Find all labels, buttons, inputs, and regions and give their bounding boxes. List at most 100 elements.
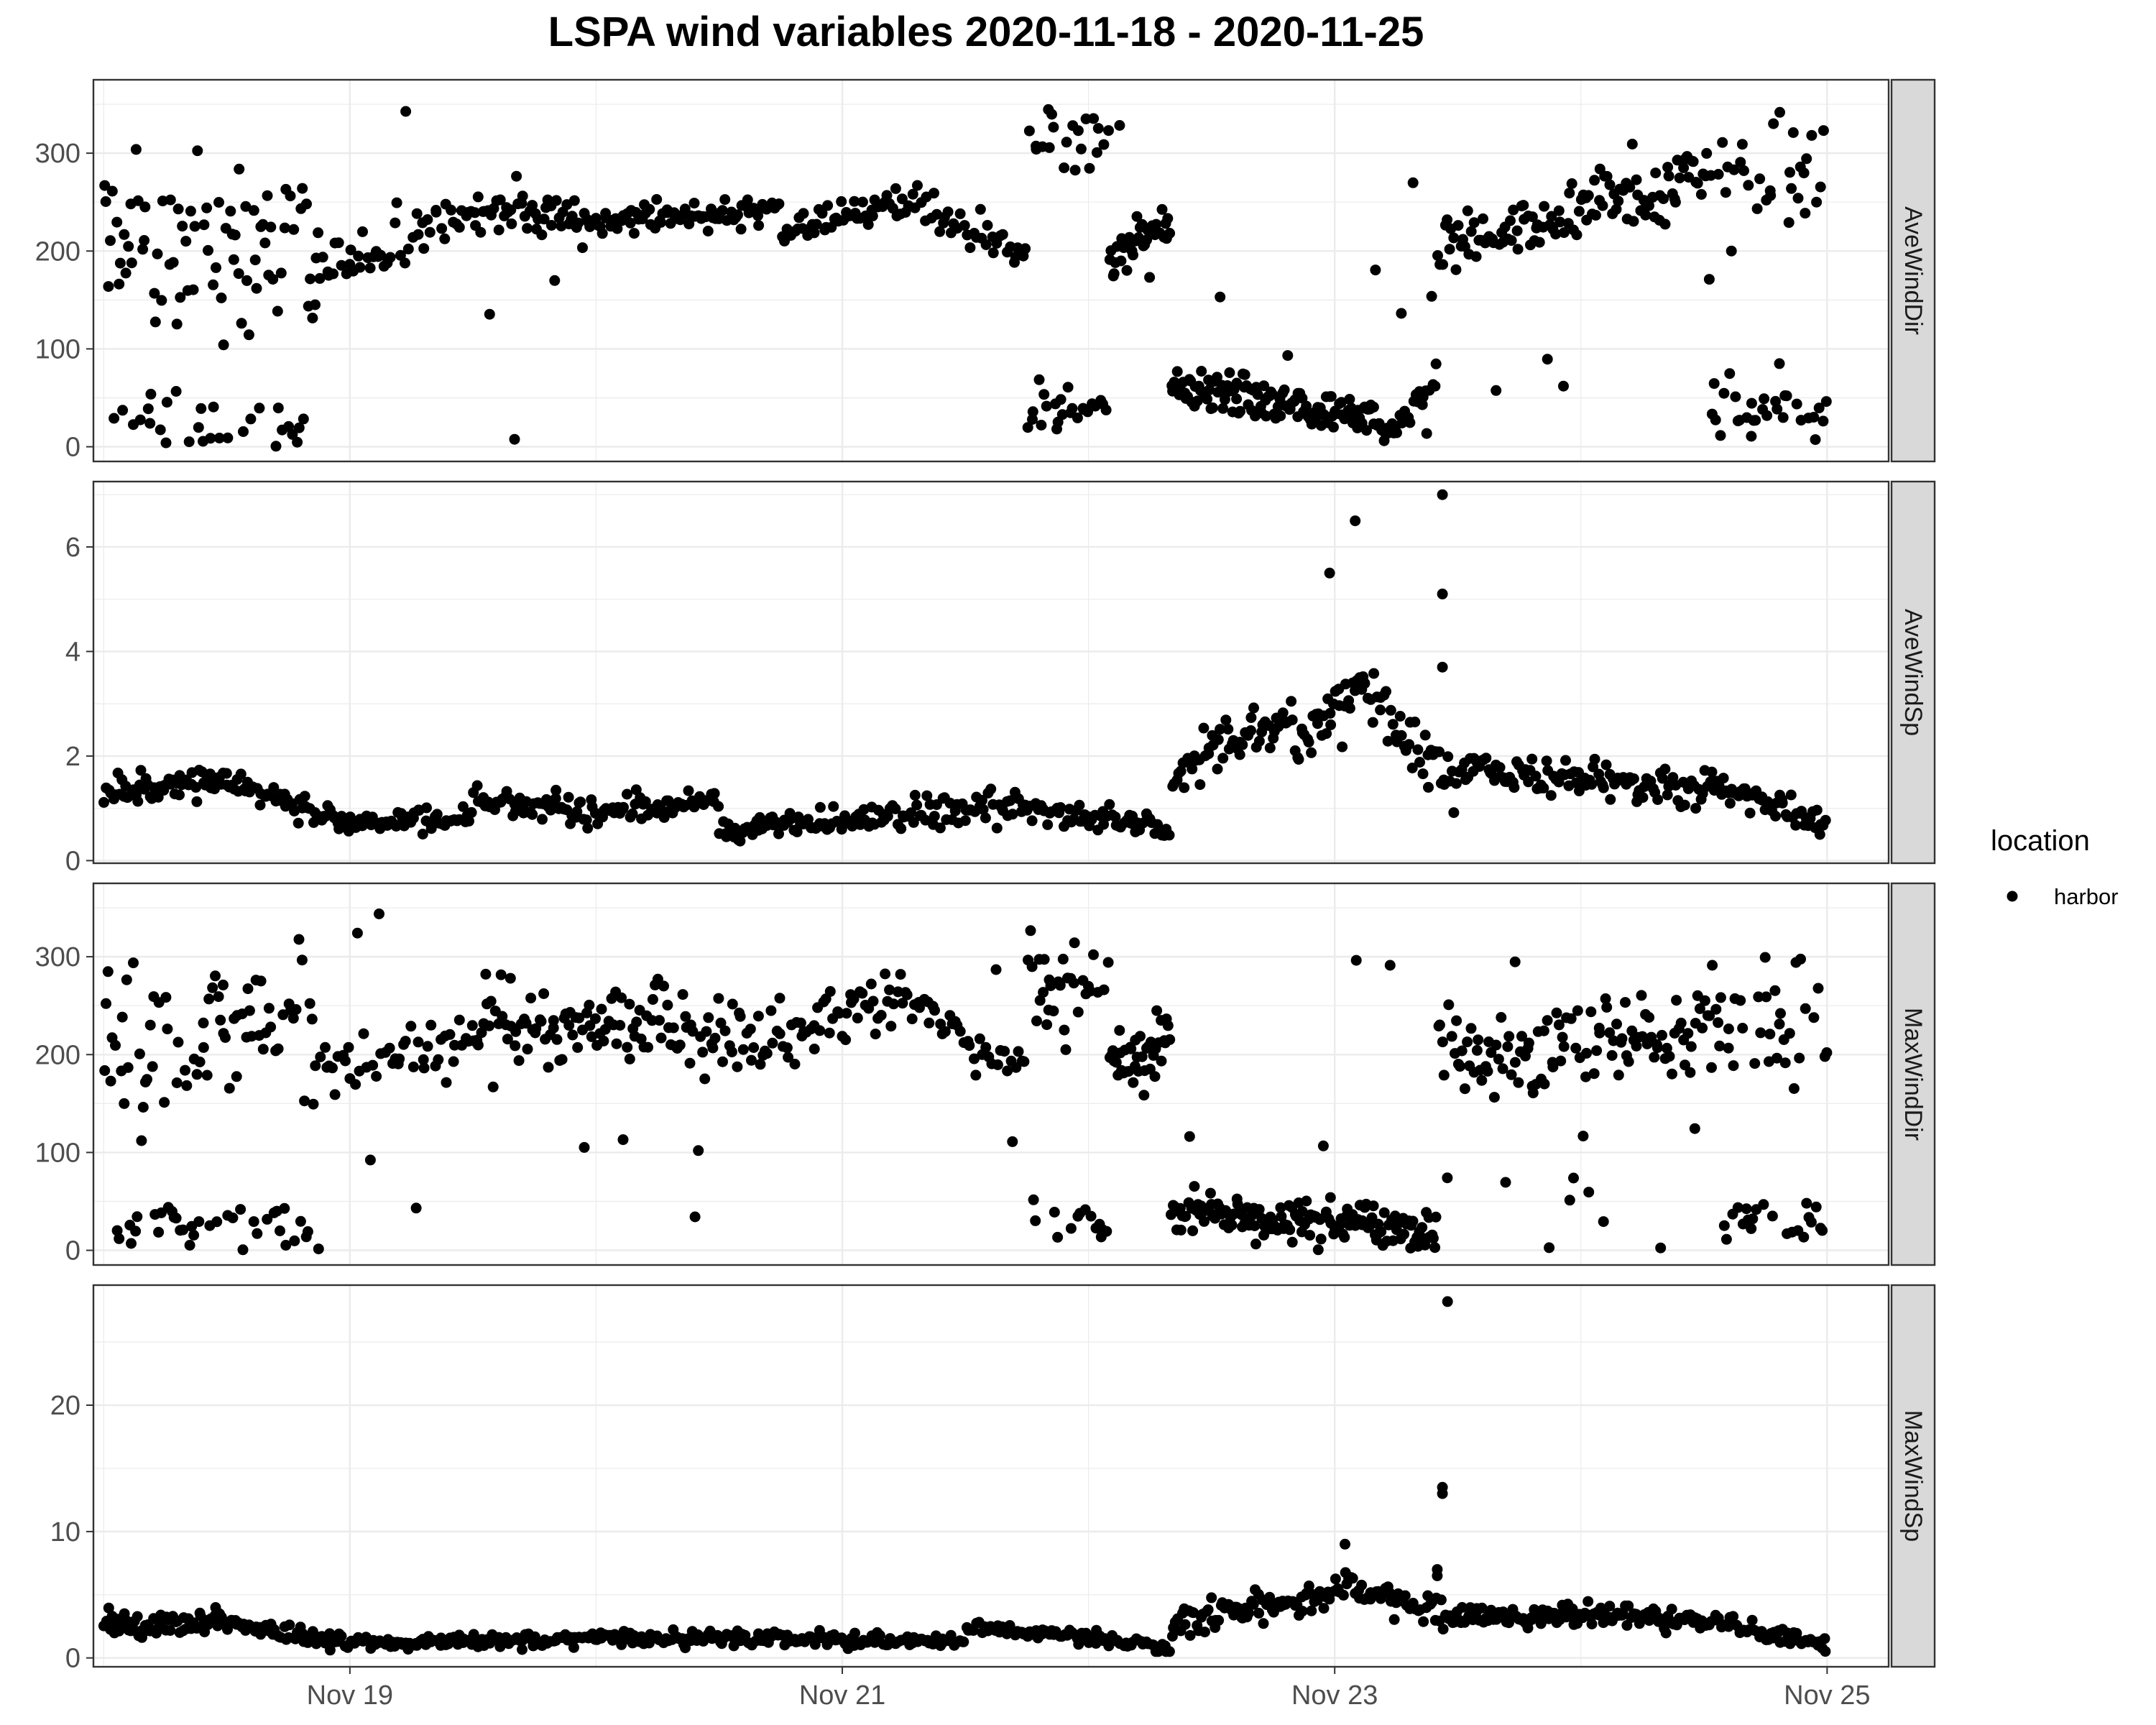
data-point [1028, 1194, 1039, 1205]
data-point [285, 190, 296, 202]
data-point [1432, 250, 1443, 261]
data-point [405, 1021, 417, 1032]
data-point [1437, 259, 1449, 270]
data-point [1500, 1177, 1511, 1188]
data-point [568, 1642, 579, 1653]
data-point [1306, 1605, 1317, 1616]
data-point [1738, 165, 1749, 176]
data-point [1036, 420, 1047, 431]
data-point [655, 216, 666, 228]
data-point [1798, 167, 1810, 179]
data-point [313, 227, 324, 239]
data-point [174, 789, 185, 801]
data-point [1754, 173, 1766, 185]
data-point [707, 1042, 719, 1054]
data-point [1286, 714, 1298, 726]
data-point [340, 1055, 351, 1067]
data-point [98, 796, 109, 808]
data-point [1819, 1633, 1830, 1644]
data-point [417, 829, 428, 840]
data-point [1747, 1213, 1759, 1225]
data-point [237, 1244, 249, 1256]
data-point [662, 999, 673, 1011]
data-point [975, 203, 986, 215]
data-point [1628, 773, 1639, 784]
data-point [224, 1082, 235, 1094]
y-tick-label: 2 [65, 742, 80, 772]
data-point [1812, 983, 1824, 994]
data-point [472, 1039, 484, 1051]
panel-border [92, 78, 1890, 463]
data-point [1041, 400, 1052, 412]
data-point [713, 801, 724, 812]
data-point [1541, 755, 1552, 767]
data-point [1234, 749, 1245, 760]
data-point [1522, 1622, 1534, 1634]
data-point [1505, 215, 1516, 226]
data-point [1085, 1210, 1097, 1222]
data-point [1723, 1042, 1734, 1054]
data-point [684, 1057, 696, 1069]
data-point [1601, 170, 1613, 182]
data-point [1685, 1041, 1697, 1052]
data-point [867, 995, 879, 1007]
data-point [1384, 1588, 1396, 1598]
data-point [954, 1026, 966, 1037]
data-point [193, 1216, 205, 1228]
data-point [1031, 1015, 1042, 1026]
data-point [706, 203, 717, 215]
data-point [193, 422, 204, 433]
data-point [1820, 1646, 1831, 1657]
data-point [1518, 200, 1529, 211]
data-point [991, 822, 1003, 834]
data-point [1761, 991, 1772, 1003]
data-point [218, 339, 229, 351]
data-point [1318, 409, 1330, 420]
data-point [1452, 220, 1464, 231]
data-point [617, 1134, 629, 1146]
data-point [1261, 410, 1272, 422]
data-point [1770, 811, 1781, 822]
data-point [1098, 139, 1110, 150]
data-point [407, 1061, 419, 1072]
data-point [1558, 380, 1569, 392]
data-point [418, 1054, 429, 1065]
data-point [121, 974, 132, 985]
data-point [1815, 181, 1826, 193]
data-point [1764, 1029, 1776, 1040]
data-point [1662, 162, 1674, 173]
data-point [795, 1017, 806, 1029]
data-point [709, 1032, 721, 1044]
data-point [1303, 1581, 1314, 1591]
data-point [1312, 718, 1323, 730]
data-point [290, 1004, 302, 1015]
data-point [1284, 1224, 1296, 1236]
data-point [563, 791, 574, 803]
data-point [390, 217, 401, 229]
data-point [1534, 236, 1545, 248]
data-point [1301, 1195, 1312, 1207]
data-point [1659, 763, 1671, 775]
data-point [1427, 1233, 1439, 1244]
data-point [178, 1224, 189, 1236]
x-tick-label: Nov 23 [1291, 1680, 1378, 1711]
data-point [183, 436, 195, 448]
data-point [364, 1154, 376, 1166]
data-point [1042, 819, 1054, 830]
data-point [188, 1230, 200, 1241]
data-point [745, 1024, 756, 1035]
data-point [1491, 1039, 1502, 1051]
data-point [668, 1022, 679, 1034]
data-point [1264, 742, 1276, 754]
data-point [1356, 1579, 1368, 1591]
data-point [1384, 960, 1396, 971]
data-point [1790, 819, 1802, 831]
data-point [1701, 147, 1713, 159]
panel-border [92, 1284, 1890, 1668]
data-point [284, 1619, 295, 1631]
data-point [171, 1077, 183, 1088]
data-point [545, 804, 556, 816]
x-tick-label: Nov 19 [307, 1680, 393, 1711]
data-point [911, 799, 923, 811]
data-point [336, 1630, 347, 1642]
